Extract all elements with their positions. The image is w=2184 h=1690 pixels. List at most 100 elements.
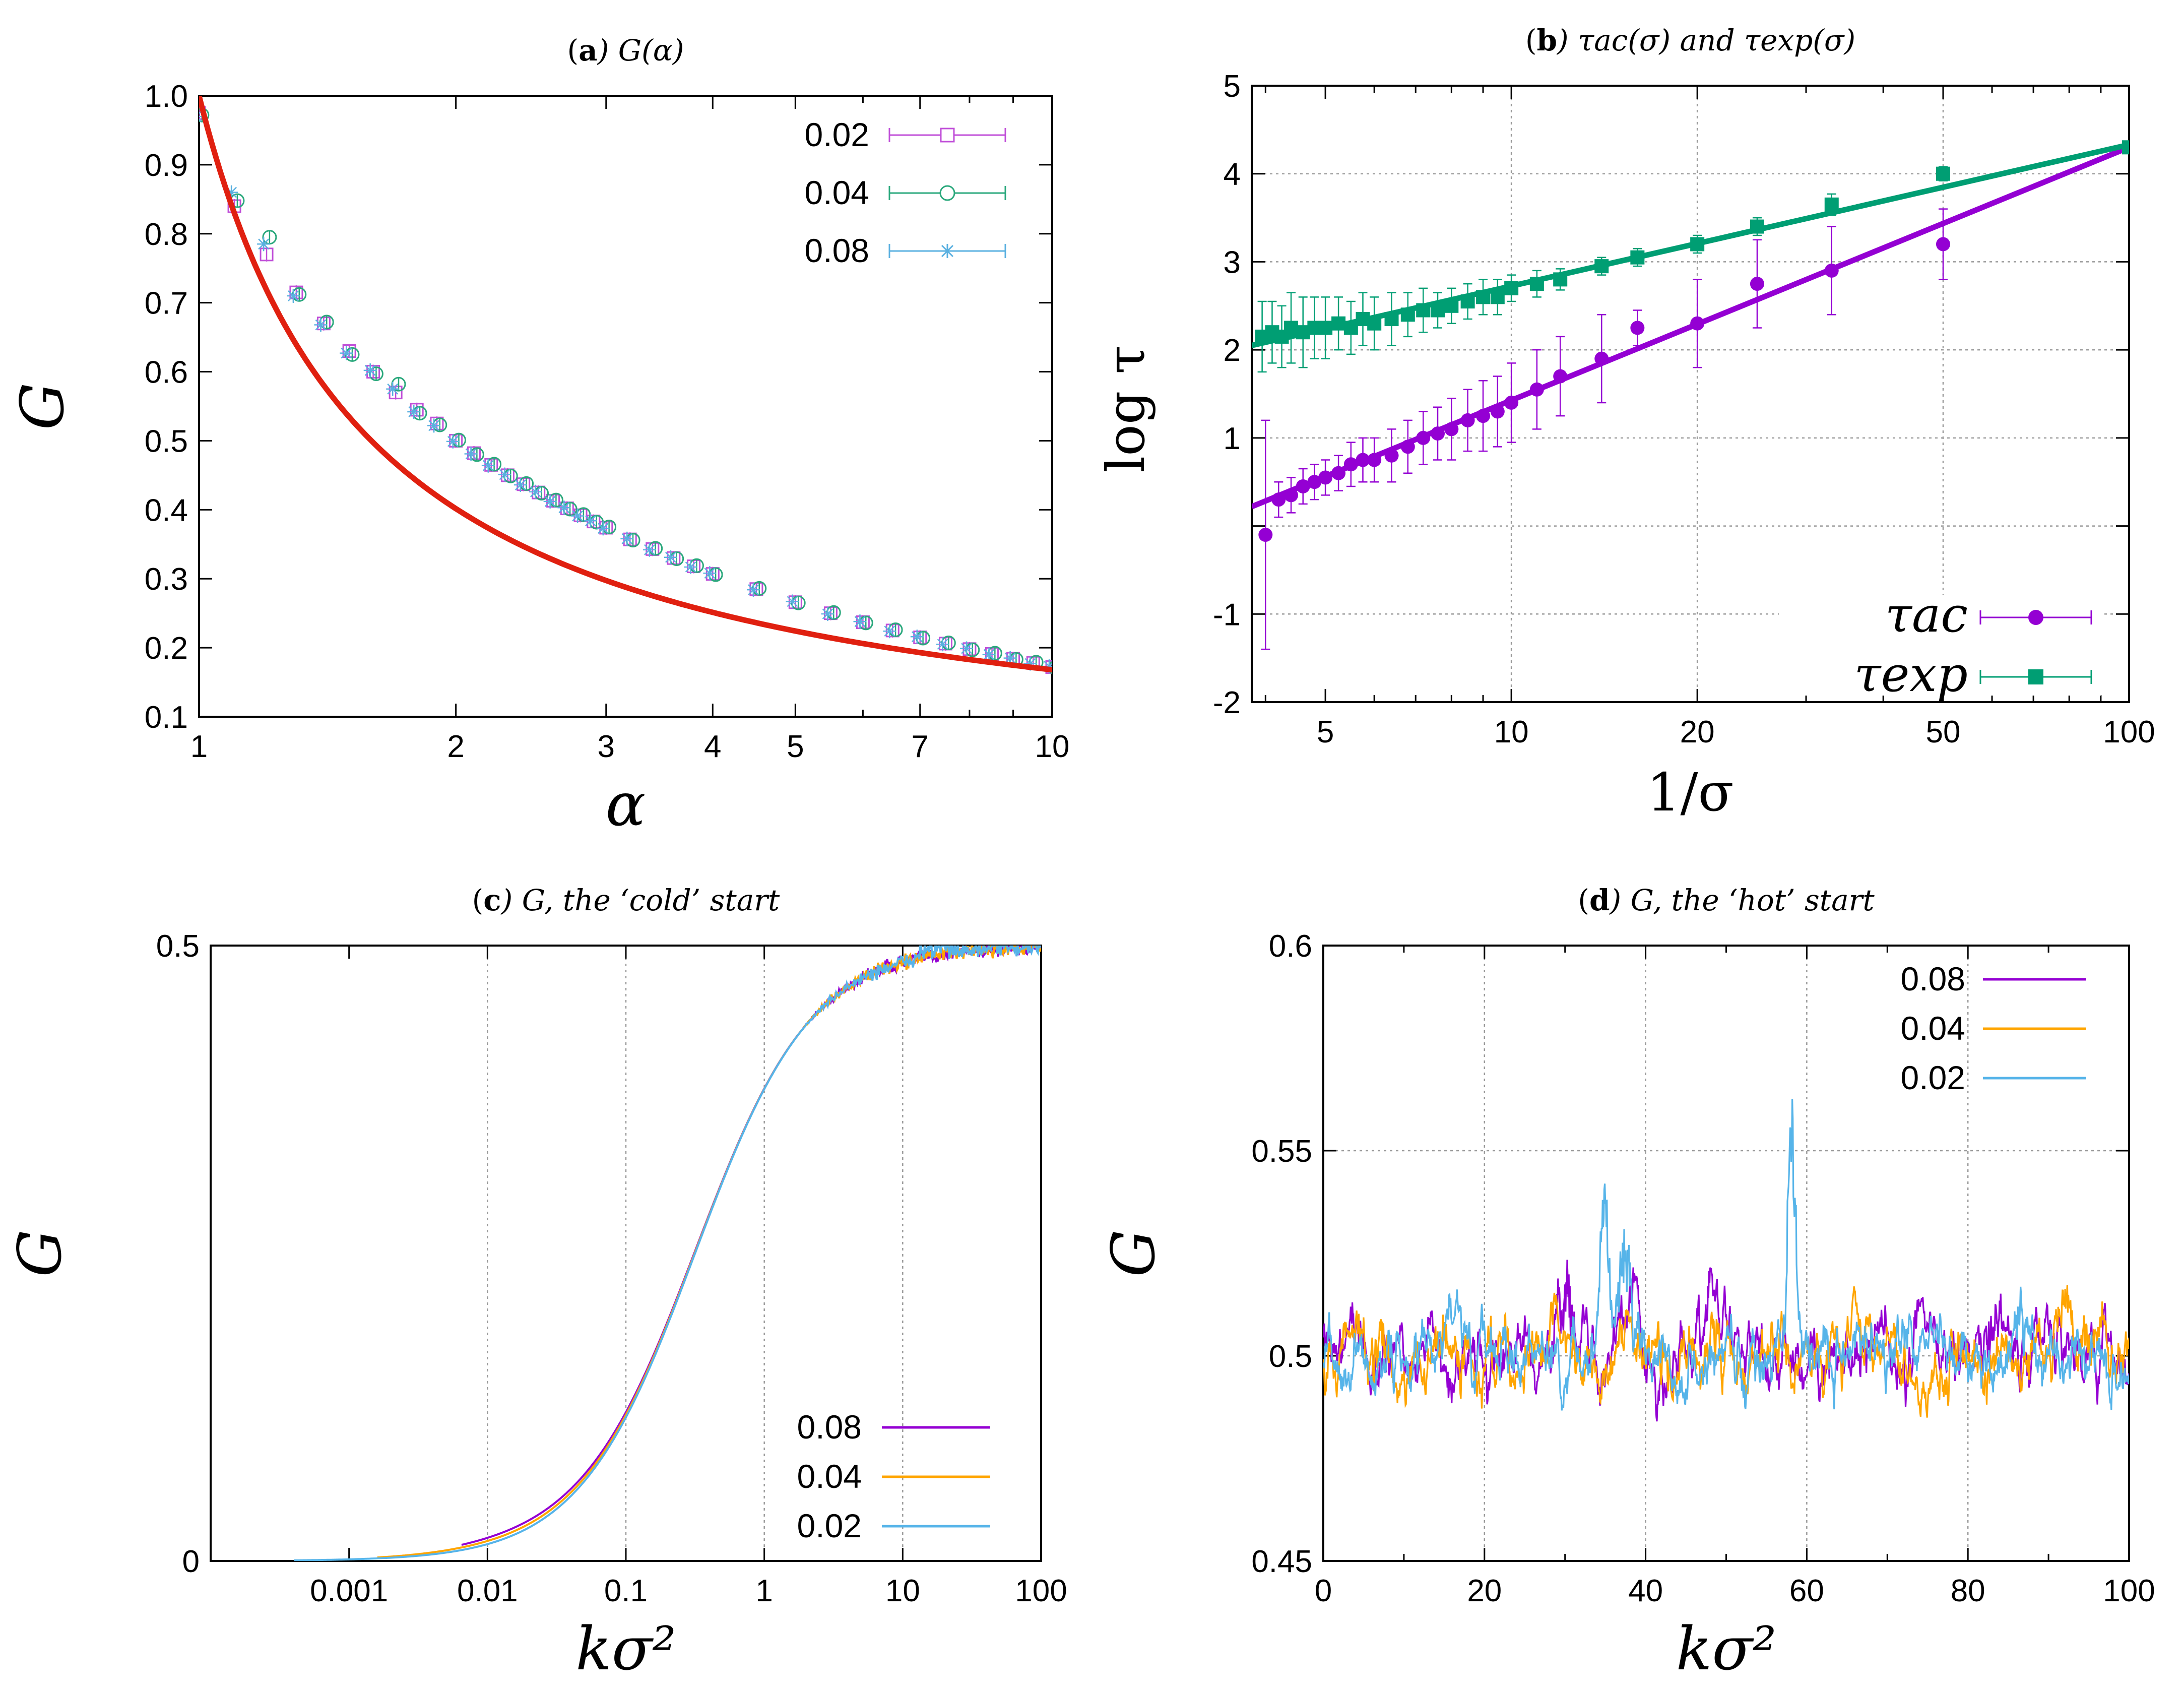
title-text: ) G, the ‘cold’ start xyxy=(500,883,780,917)
legend-label: 0.04 xyxy=(1901,1010,1965,1047)
data-point-star xyxy=(481,459,495,472)
data-point-square xyxy=(410,403,424,417)
data-point-star xyxy=(427,419,441,432)
title-paren: ( xyxy=(567,33,579,68)
data-point-square xyxy=(430,416,444,430)
x-tick-label: 1 xyxy=(190,729,208,764)
y-tick-label: 0.1 xyxy=(145,700,188,735)
data-point-circle xyxy=(1258,528,1273,542)
title-letter: a xyxy=(579,33,598,68)
series-0.04 xyxy=(199,107,1052,675)
legend-label: 0.08 xyxy=(805,232,869,269)
x-tick-label: 50 xyxy=(1925,715,1960,749)
data-point-square xyxy=(1476,290,1491,304)
data-point-circle xyxy=(1594,351,1609,366)
data-point-square xyxy=(1367,316,1382,331)
title-letter: d xyxy=(1589,883,1610,917)
panel-title: (b) τac(σ) and τexp(σ) xyxy=(1525,23,1855,57)
data-point-star xyxy=(936,638,949,651)
data-point-star xyxy=(703,567,717,580)
y-axis-label: G xyxy=(1099,1229,1168,1277)
title-paren: ( xyxy=(1525,23,1537,57)
data-point-star xyxy=(1003,651,1017,665)
title-text: ) G(α) xyxy=(597,33,684,68)
panel-b-tau: 5 10 20 50 100 -2 -1 1 2 3 4 5 (b) τac(σ) and τexp(σ… xyxy=(1095,23,2155,823)
series-tau_ac xyxy=(1252,145,2129,650)
legend-marker-square xyxy=(2028,669,2043,684)
data-point-square xyxy=(1284,321,1299,335)
data-point-star xyxy=(1023,657,1037,670)
y-tick-label: 0.7 xyxy=(145,286,188,321)
data-point-star xyxy=(257,237,271,251)
plot-frame xyxy=(1251,85,2130,703)
data-point-square xyxy=(1936,166,1950,181)
data-point-square xyxy=(1553,272,1568,287)
y-tick-label: 0.3 xyxy=(145,562,188,597)
y-tick-label: 0.5 xyxy=(156,929,200,964)
data-point-star xyxy=(225,185,238,199)
panel-d-hot-start: 0 20 40 60 80 100 0.45 0.5 0.55 0.6 (d) G, the ‘ho… xyxy=(1099,883,2155,1683)
data-point-star xyxy=(543,494,557,508)
x-tick-label: 3 xyxy=(598,729,615,764)
data-point-square xyxy=(1824,197,1839,212)
title-letter: b xyxy=(1536,23,1557,57)
plot-frame xyxy=(210,945,1042,1562)
x-tick-label: 7 xyxy=(912,729,929,764)
title-text: ) G, the ‘hot’ start xyxy=(1609,883,1875,917)
y-tick-label: 4 xyxy=(1224,157,1241,192)
x-tick-label: 0.01 xyxy=(457,1574,518,1608)
data-point-square xyxy=(1331,316,1346,331)
x-tick-label: 10 xyxy=(885,1574,920,1608)
y-tick-label: 0 xyxy=(182,1544,200,1579)
x-tick-label: 100 xyxy=(1015,1574,1067,1608)
y-axis-label: G xyxy=(5,1229,75,1277)
y-tick-label: 0.9 xyxy=(145,148,188,183)
data-point-square xyxy=(1416,303,1431,318)
data-point-circle xyxy=(1750,277,1764,291)
data-point-star xyxy=(643,543,656,556)
data-point-star xyxy=(446,434,460,448)
data-point-star xyxy=(596,522,610,535)
legend-label: τac xyxy=(1885,587,1968,643)
legend-marker-circle xyxy=(2028,610,2043,625)
data-point-circle xyxy=(1460,413,1475,427)
title-paren: ( xyxy=(472,883,484,917)
data-point-circle xyxy=(1504,395,1519,410)
y-tick-label: 0.2 xyxy=(145,631,188,666)
data-point-star xyxy=(821,607,834,621)
data-point-circle xyxy=(1630,321,1645,335)
data-point-circle xyxy=(1416,430,1431,445)
fit-curve xyxy=(199,96,1052,673)
data-point-circle xyxy=(1936,237,1950,252)
data-point-circle xyxy=(1529,382,1544,397)
x-tick-label: 60 xyxy=(1789,1574,1824,1608)
x-axis-label: kσ² xyxy=(575,1614,676,1683)
fit-line xyxy=(1252,145,2129,510)
data-point-square xyxy=(1490,290,1505,304)
panel-a-G-alpha: 1 2 3 4 5 7 10 0.1 0.2 0.3 0.4 0.5 0.6 0.7 0.8 0.9 1.0 (a… xyxy=(8,33,1069,839)
y-tick-label: 0.6 xyxy=(1269,929,1312,964)
data-point-circle xyxy=(1296,479,1310,493)
x-tick-label: 0.1 xyxy=(604,1574,648,1608)
series-tau_exp xyxy=(1252,140,2129,373)
data-point-circle xyxy=(1476,409,1491,423)
title-letter: c xyxy=(483,883,501,917)
data-point-square xyxy=(366,365,380,379)
data-point-circle xyxy=(1444,422,1459,436)
x-tick-label: 4 xyxy=(704,729,721,764)
x-tick-label: 5 xyxy=(787,729,804,764)
data-point-star xyxy=(960,642,974,655)
x-axis-label: 1/σ xyxy=(1647,762,1733,823)
data-point-star xyxy=(314,318,328,332)
data-point-circle xyxy=(1331,466,1346,480)
plot-frame xyxy=(198,95,1053,718)
title-text: ) τac(σ) and τexp(σ) xyxy=(1556,23,1855,57)
y-tick-label: 1 xyxy=(1224,421,1241,456)
y-tick-label: 0.5 xyxy=(145,424,188,459)
plot-frame xyxy=(1322,945,2130,1562)
y-tick-label: -2 xyxy=(1213,685,1241,720)
data-point-star xyxy=(498,468,511,481)
data-point-square xyxy=(1384,311,1399,326)
legend-label: τexp xyxy=(1854,646,1968,703)
